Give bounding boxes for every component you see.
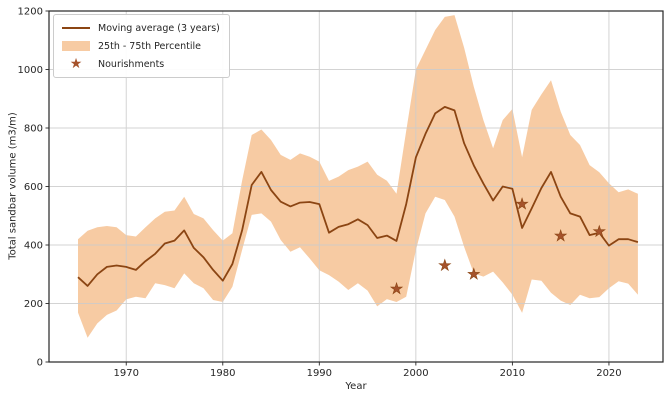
- x-tick-label: 2010: [500, 368, 525, 379]
- legend-label-moving-average: Moving average (3 years): [98, 22, 220, 34]
- star-icon: ★: [69, 56, 83, 72]
- y-tick-label: 1000: [18, 65, 43, 76]
- percentile-band: [78, 15, 638, 338]
- nourishment-star-marker: [592, 224, 606, 238]
- y-tick-label: 200: [24, 299, 43, 310]
- legend-item-percentile-band: 25th - 75th Percentile: [61, 39, 220, 53]
- y-tick-label: 800: [24, 124, 43, 135]
- y-tick-label: 0: [37, 358, 43, 369]
- nourishment-star-marker: [389, 281, 404, 295]
- moving-average-line: [77, 106, 639, 287]
- legend-item-moving-average: Moving average (3 years): [61, 21, 220, 35]
- legend-label-percentile-band: 25th - 75th Percentile: [98, 40, 202, 52]
- y-axis-label: Total sandbar volume (m3/m): [7, 112, 19, 260]
- nourishment-star-marker: [554, 228, 568, 242]
- nourishments-layer: [389, 197, 606, 295]
- y-tick-label: 600: [24, 182, 43, 193]
- y-tick-label: 1200: [18, 7, 43, 18]
- nourishment-star-marker: [438, 258, 452, 272]
- x-tick-label: 1970: [114, 368, 139, 379]
- legend-label-nourishments: Nourishments: [98, 58, 165, 70]
- y-tick-label: 400: [24, 241, 43, 252]
- tick-labels: 1970 1980 1990 2000 2010 2020 0 200 400 600 800 100…: [18, 7, 622, 380]
- legend: Moving average (3 years) 25th - 75th Per…: [53, 14, 230, 78]
- x-axis-label: Year: [345, 381, 367, 392]
- x-tick-label: 1980: [210, 368, 235, 379]
- legend-item-nourishments: ★ Nourishments: [61, 57, 220, 71]
- nourishment-star-marker: [467, 267, 481, 280]
- x-tick-label: 2000: [403, 368, 428, 379]
- x-tick-label: 2020: [596, 368, 621, 379]
- line-swatch: [61, 27, 91, 29]
- band-swatch: [61, 41, 91, 51]
- x-tick-label: 1990: [307, 368, 332, 379]
- nourishment-star-marker: [515, 197, 529, 210]
- tick-marks: [45, 10, 610, 366]
